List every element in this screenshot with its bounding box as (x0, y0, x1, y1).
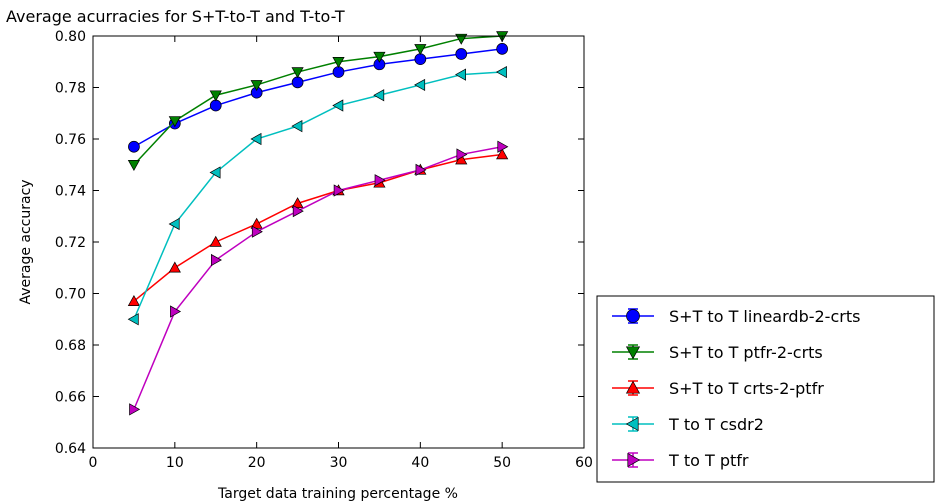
data-point (455, 33, 468, 45)
data-point (291, 76, 304, 89)
data-point (127, 160, 141, 171)
y-tick-label: 0.64 (55, 441, 86, 457)
legend-marker (626, 309, 640, 323)
legend-marker (625, 380, 641, 394)
series-line (133, 48, 503, 148)
data-point (251, 225, 263, 238)
legend-box (596, 295, 935, 483)
series-2 (127, 31, 509, 171)
legend-entry: S+T to T ptfr-2-crts (612, 343, 823, 362)
data-point (127, 295, 141, 306)
data-point (250, 80, 263, 92)
series-line (133, 71, 503, 320)
series-5 (129, 140, 509, 416)
data-point (332, 99, 344, 112)
data-point (209, 90, 222, 102)
data-point (291, 67, 304, 79)
data-point (168, 116, 181, 128)
data-point (455, 48, 468, 60)
data-point (414, 44, 427, 56)
data-point (332, 66, 345, 78)
y-tick-label: 0.74 (55, 184, 86, 200)
plot-area (127, 31, 509, 416)
data-point (495, 65, 507, 79)
legend-entry: S+T to T lineardb-2-crts (612, 307, 860, 326)
x-tick-label: 0 (89, 455, 98, 471)
x-tick-label: 40 (411, 455, 429, 471)
legend: S+T to T lineardb-2-crts S+T to T ptfr-2-… (596, 295, 935, 483)
series-3 (127, 148, 509, 306)
axes: 0 10 20 30 40 50 60 0.64 0.66 0.68 0.70 0.72 0.74 0.7… (55, 29, 593, 471)
y-tick-label: 0.78 (55, 81, 86, 97)
x-tick-label: 10 (166, 455, 184, 471)
data-point (209, 235, 222, 247)
series-line (133, 153, 503, 302)
legend-label: S+T to T ptfr-2-crts (669, 343, 823, 362)
data-point (332, 57, 345, 68)
legend-label: T to T csdr2 (668, 415, 764, 434)
legend-label: S+T to T crts-2-ptfr (669, 379, 824, 398)
y-tick-label: 0.68 (55, 338, 86, 354)
y-tick-label: 0.76 (55, 132, 86, 148)
legend-label: S+T to T lineardb-2-crts (669, 307, 860, 326)
series-4 (127, 65, 507, 326)
data-point (291, 120, 303, 133)
data-point (414, 78, 426, 92)
data-point (168, 217, 180, 231)
y-tick-label: 0.80 (55, 29, 86, 45)
data-point (373, 51, 386, 63)
data-point (496, 43, 509, 55)
series-line (133, 145, 503, 410)
data-point (373, 89, 385, 102)
x-tick-label: 60 (575, 455, 593, 471)
data-point (374, 174, 386, 187)
data-point (497, 140, 509, 153)
data-point (333, 184, 345, 197)
y-tick-label: 0.70 (55, 287, 86, 303)
legend-marker (627, 452, 641, 468)
data-point (211, 253, 222, 267)
data-point (456, 148, 468, 161)
data-point (414, 53, 427, 66)
legend-label: T to T ptfr (668, 451, 749, 470)
data-point (170, 305, 182, 318)
data-point (128, 140, 140, 153)
x-axis-title: Target data training percentage % (217, 486, 458, 502)
y-axis-title: Average accuracy (18, 179, 34, 304)
y-tick-label: 0.66 (55, 390, 86, 406)
legend-entry: T to T ptfr (612, 451, 749, 470)
data-point (496, 148, 509, 160)
series-line (133, 35, 503, 166)
data-point (292, 205, 304, 218)
series-1 (128, 43, 509, 153)
data-point (127, 313, 139, 326)
data-point (455, 68, 466, 81)
data-point (129, 403, 141, 416)
x-tick-label: 30 (330, 455, 348, 471)
legend-entry: S+T to T crts-2-ptfr (612, 379, 824, 398)
chart-title: Average acurracies for S+T-to-T and T-to… (6, 7, 345, 26)
legend-marker (625, 416, 639, 432)
x-tick-label: 20 (248, 455, 266, 471)
data-point (209, 166, 221, 179)
data-point (415, 163, 427, 176)
y-tick-label: 0.72 (55, 235, 86, 251)
data-point (250, 132, 262, 146)
legend-marker (625, 346, 641, 360)
data-point (168, 261, 181, 273)
legend-entry: T to T csdr2 (612, 415, 764, 434)
data-point (209, 99, 222, 112)
x-tick-label: 50 (493, 455, 511, 471)
